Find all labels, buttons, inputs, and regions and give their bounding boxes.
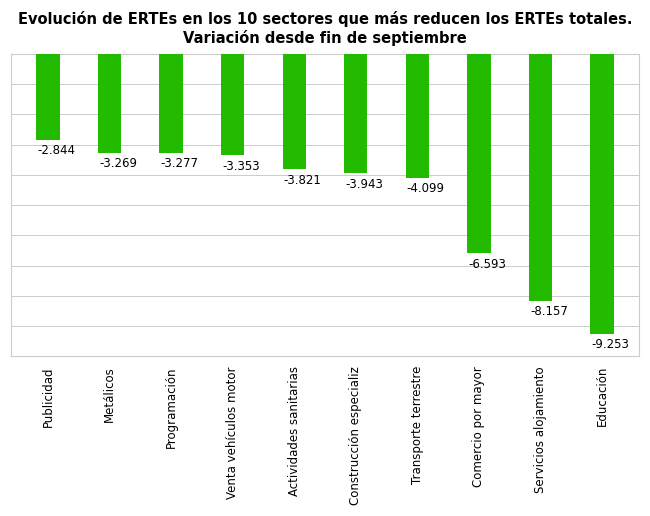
Bar — [36, 54, 60, 140]
Bar — [283, 54, 306, 169]
Text: -3.277: -3.277 — [161, 157, 199, 170]
Bar — [528, 54, 552, 300]
Bar — [221, 54, 244, 155]
Title: Evolución de ERTEs en los 10 sectores que más reducen los ERTEs totales.
Variaci: Evolución de ERTEs en los 10 sectores qu… — [18, 11, 632, 46]
Text: -6.593: -6.593 — [469, 258, 506, 271]
Text: -3.821: -3.821 — [284, 174, 322, 187]
Bar — [590, 54, 614, 334]
Text: -2.844: -2.844 — [38, 144, 75, 157]
Bar — [98, 54, 122, 153]
Text: -9.253: -9.253 — [592, 338, 629, 351]
Bar — [406, 54, 429, 178]
Bar — [467, 54, 491, 253]
Text: -3.353: -3.353 — [222, 160, 260, 173]
Text: -3.269: -3.269 — [99, 157, 137, 170]
Text: -3.943: -3.943 — [345, 178, 384, 190]
Bar — [159, 54, 183, 153]
Text: -4.099: -4.099 — [407, 182, 445, 196]
Text: -8.157: -8.157 — [530, 305, 568, 318]
Bar — [344, 54, 367, 173]
